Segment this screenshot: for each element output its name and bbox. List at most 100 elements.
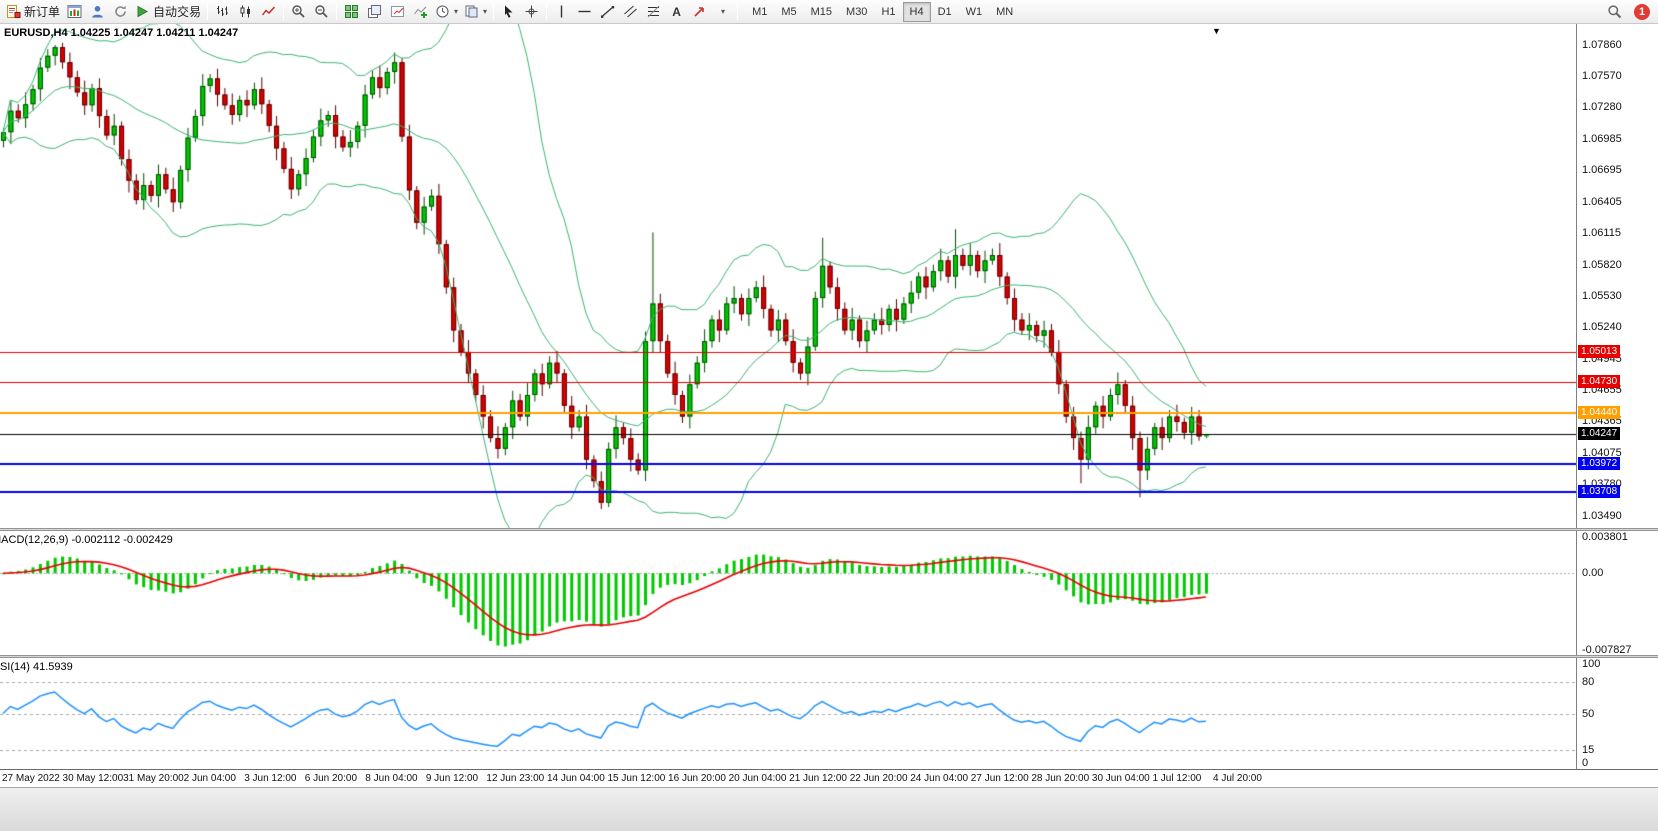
price-axis-label: 1.05240	[1582, 321, 1622, 334]
timeframe-M1[interactable]: M1	[745, 2, 774, 22]
time-axis-label: 2 Jun 04:00	[183, 773, 236, 784]
channel-button[interactable]	[619, 1, 642, 22]
periods-button[interactable]: ▾	[432, 1, 461, 22]
refresh-button[interactable]	[109, 1, 132, 22]
fibonacci-icon	[646, 4, 661, 19]
timeframe-M5[interactable]: M5	[774, 2, 803, 22]
rsi-axis-label: 15	[1582, 744, 1595, 757]
time-axis-label: 8 Jun 04:00	[365, 773, 418, 784]
time-axis-label: 27 May 2022	[2, 773, 60, 784]
time-axis-label: 6 Jun 20:00	[304, 773, 358, 784]
zoom-in-button[interactable]	[287, 1, 310, 22]
chart-shift-icon	[390, 4, 405, 19]
rsi-canvas[interactable]	[0, 658, 1576, 769]
panel-separator[interactable]	[0, 528, 1658, 531]
text-button[interactable]: A	[665, 1, 688, 22]
indicators-plus-icon	[413, 4, 428, 19]
bar-chart-button[interactable]	[211, 1, 234, 22]
autotrading-label: 自动交易	[153, 5, 202, 19]
vertical-line-button[interactable]	[550, 1, 573, 22]
macd-canvas[interactable]	[0, 531, 1576, 655]
rsi-axis-label: 0	[1582, 757, 1589, 769]
main-toolbar: 新订单 自动交易	[0, 0, 1658, 24]
current-price-tag: 1.04247	[1578, 427, 1621, 441]
timeframe-H4[interactable]: H4	[902, 1, 931, 22]
rsi-axis-label: 50	[1582, 707, 1595, 720]
clock-icon	[435, 4, 450, 19]
price-axis-label: 1.05530	[1582, 289, 1622, 302]
new-order-icon	[6, 4, 21, 19]
price-axis[interactable]: 1.07860 1.07570 1.07280 1.06985 1.06695 1.064…	[1576, 24, 1658, 528]
zoom-out-button[interactable]	[310, 1, 333, 22]
time-axis-label: 15 Jun 12:00	[607, 773, 666, 784]
macd-axis[interactable]: 0.003801 0.00 -0.007827	[1576, 531, 1658, 656]
time-axis-label: 22 Jun 20:00	[849, 773, 908, 784]
timeframe-MN[interactable]: MN	[989, 2, 1020, 22]
candlestick-chart-button[interactable]	[234, 1, 257, 22]
time-axis-label: 30 Jun 04:00	[1091, 773, 1150, 784]
price-axis-label: 1.06985	[1582, 133, 1622, 146]
time-axis-label: 28 Jun 20:00	[1031, 773, 1090, 784]
timeframe-W1[interactable]: W1	[959, 2, 990, 22]
time-axis-label: 12 Jun 23:00	[486, 773, 545, 784]
chart-shift-button[interactable]	[386, 1, 409, 22]
rsi-axis[interactable]: 100 80 50 15 0	[1576, 658, 1658, 769]
autotrading-button[interactable]: 自动交易	[132, 1, 204, 22]
main-chart-panel: EURUSD,H4 1.04225 1.04247 1.04211 1.0424…	[0, 24, 1658, 528]
level-price-tag: 1.04440	[1578, 406, 1621, 420]
horizontal-line-button[interactable]	[573, 1, 596, 22]
price-axis-label: 1.06695	[1582, 164, 1622, 177]
horizontal-line-icon	[577, 4, 592, 19]
price-axis-label: 1.06405	[1582, 195, 1622, 208]
arrow-tool-button[interactable]	[688, 1, 711, 22]
rsi-panel: RSI(14) 41.5939 100 80 50 15 0	[0, 658, 1658, 769]
profile-button[interactable]	[86, 1, 109, 22]
main-chart-canvas[interactable]	[0, 24, 1576, 528]
fibonacci-button[interactable]	[642, 1, 665, 22]
rsi-title: RSI(14) 41.5939	[0, 661, 73, 673]
timeframe-H1[interactable]: H1	[874, 2, 902, 22]
trendline-button[interactable]	[596, 1, 619, 22]
crosshair-icon	[524, 4, 539, 19]
zoom-out-icon	[314, 4, 329, 19]
rsi-axis-label: 80	[1582, 676, 1595, 688]
toolbar-separator	[737, 3, 739, 20]
autotrading-play-icon	[135, 4, 150, 19]
channel-icon	[623, 4, 638, 19]
macd-axis-label: 0.00	[1582, 567, 1604, 580]
panel-separator[interactable]	[0, 655, 1658, 658]
price-axis-label: 1.07570	[1582, 70, 1622, 83]
timeframe-D1[interactable]: D1	[931, 2, 959, 22]
macd-axis-label: -0.007827	[1582, 644, 1632, 656]
chart-title: EURUSD,H4 1.04225 1.04247 1.04211 1.0424…	[4, 27, 239, 39]
cursor-button[interactable]	[497, 1, 520, 22]
line-chart-button[interactable]	[257, 1, 280, 22]
cascade-windows-button[interactable]	[363, 1, 386, 22]
profile-icon	[90, 4, 105, 19]
timeframe-toolbar: M1 M5 M15 M30 H1 H4 D1 W1 MN	[745, 1, 1020, 22]
new-chart-window-button[interactable]	[63, 1, 86, 22]
shapes-button[interactable]: ▾	[711, 1, 734, 22]
trendline-icon	[600, 4, 615, 19]
level-price-tag: 1.05013	[1578, 344, 1621, 358]
time-axis-label: 27 Jun 12:00	[970, 773, 1029, 784]
horizontal-scrollbar[interactable]	[0, 787, 1658, 831]
indicators-button[interactable]	[409, 1, 432, 22]
toolbar-separator	[283, 3, 285, 20]
templates-button[interactable]: ▾	[461, 1, 490, 22]
notification-badge[interactable]: 1	[1634, 3, 1650, 20]
tile-windows-button[interactable]	[340, 1, 363, 22]
search-button[interactable]	[1603, 1, 1626, 22]
macd-panel: MACD(12,26,9) -0.002112 -0.002429 0.0038…	[0, 531, 1658, 656]
price-axis-label: 1.07280	[1582, 101, 1622, 114]
text-tool-icon: A	[672, 4, 681, 19]
macd-axis-label: 0.003801	[1582, 531, 1628, 543]
level-price-tag: 1.03708	[1578, 485, 1621, 499]
new-order-button[interactable]: 新订单	[3, 1, 63, 22]
time-axis[interactable]: 27 May 2022 30 May 12:00 31 May 20:00 2 Jun…	[0, 769, 1658, 787]
timeframe-M15[interactable]: M15	[804, 2, 839, 22]
timeframe-M30[interactable]: M30	[839, 2, 874, 22]
crosshair-button[interactable]	[520, 1, 543, 22]
time-axis-label: 20 Jun 04:00	[728, 773, 787, 784]
